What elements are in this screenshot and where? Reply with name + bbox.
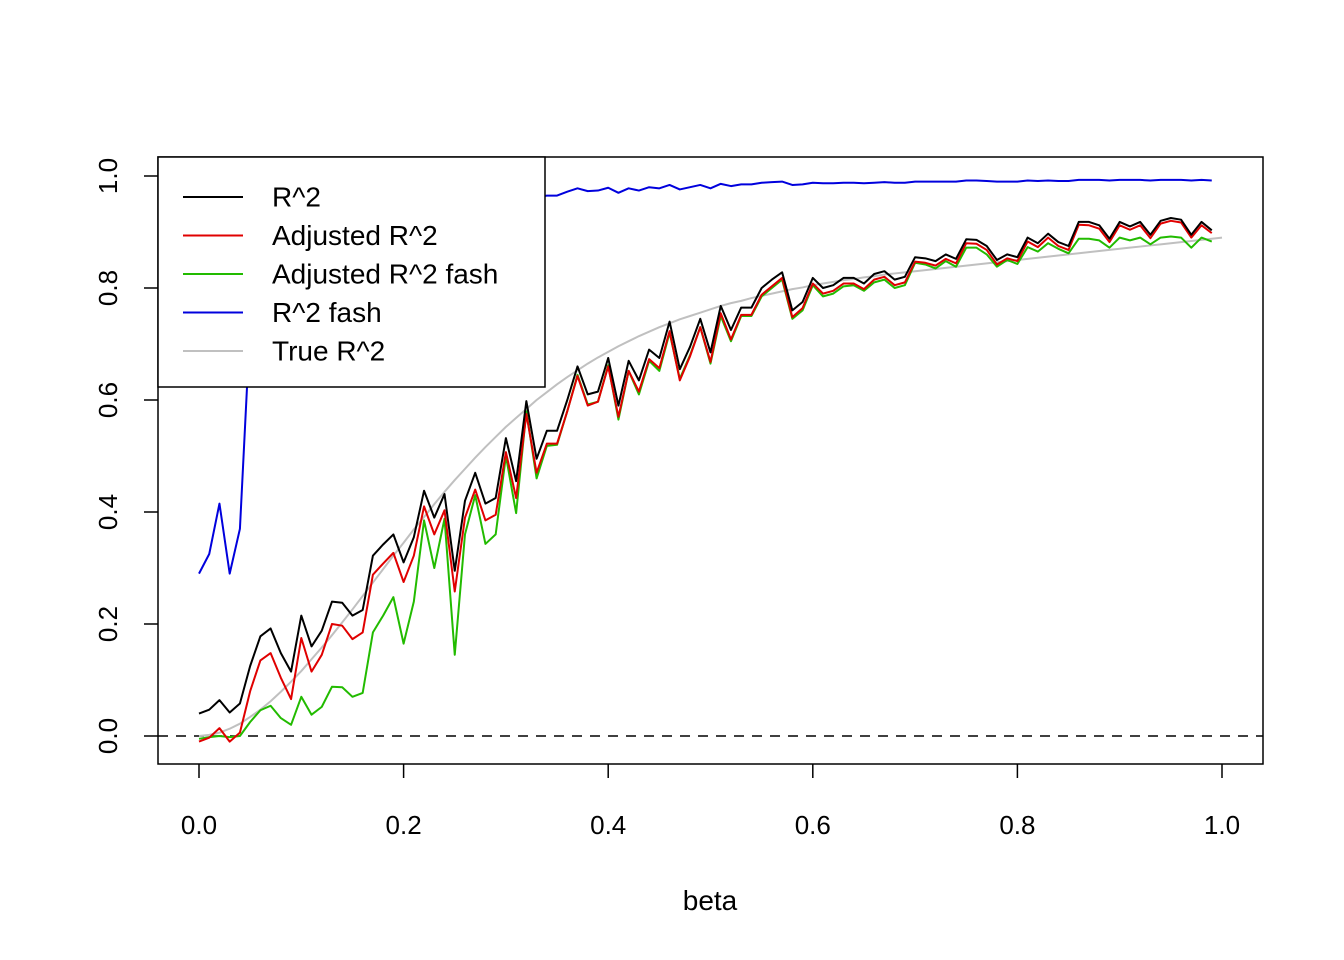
y-tick-label: 0.2	[93, 606, 123, 642]
series-line-adjusted-r2	[198, 219, 1213, 743]
series-line-true-r2	[198, 236, 1223, 737]
series-line-r2	[198, 217, 1213, 715]
y-tick-label: 0.6	[93, 382, 123, 418]
y-tick-label: 1.0	[93, 158, 123, 194]
x-tick-label: 0.4	[590, 810, 626, 840]
legend-label-r2-fash: R^2 fash	[272, 297, 382, 328]
y-tick-label: 0.4	[93, 494, 123, 530]
x-tick-label: 1.0	[1204, 810, 1240, 840]
legend-label-adjusted-r2: Adjusted R^2	[272, 220, 438, 251]
y-tick-label: 0.8	[93, 270, 123, 306]
y-tick-label: 0.0	[93, 718, 123, 754]
plot-frame-layer	[157, 156, 1264, 765]
plot-area-border	[157, 156, 1264, 765]
x-tick-label: 0.6	[795, 810, 831, 840]
legend-label-adjusted-r2-fash: Adjusted R^2 fash	[272, 259, 498, 290]
legend-label-true-r2: True R^2	[272, 336, 385, 367]
legend-layer: R^2 Adjusted R^2 Adjusted R^2 fash R^2 fash…	[157, 156, 546, 388]
x-tick-label: 0.8	[999, 810, 1035, 840]
legend-box	[157, 156, 546, 388]
legend-label-r2: R^2	[272, 182, 321, 213]
x-axis-label: beta	[683, 885, 738, 916]
x-tick-label: 0.0	[181, 810, 217, 840]
x-tick-label: 0.2	[386, 810, 422, 840]
axes-layer: 0.0 0.2 0.4 0.6 0.8 1.0 0.0 0.2 0.4 0.6 0.8 1.0	[93, 158, 1240, 840]
